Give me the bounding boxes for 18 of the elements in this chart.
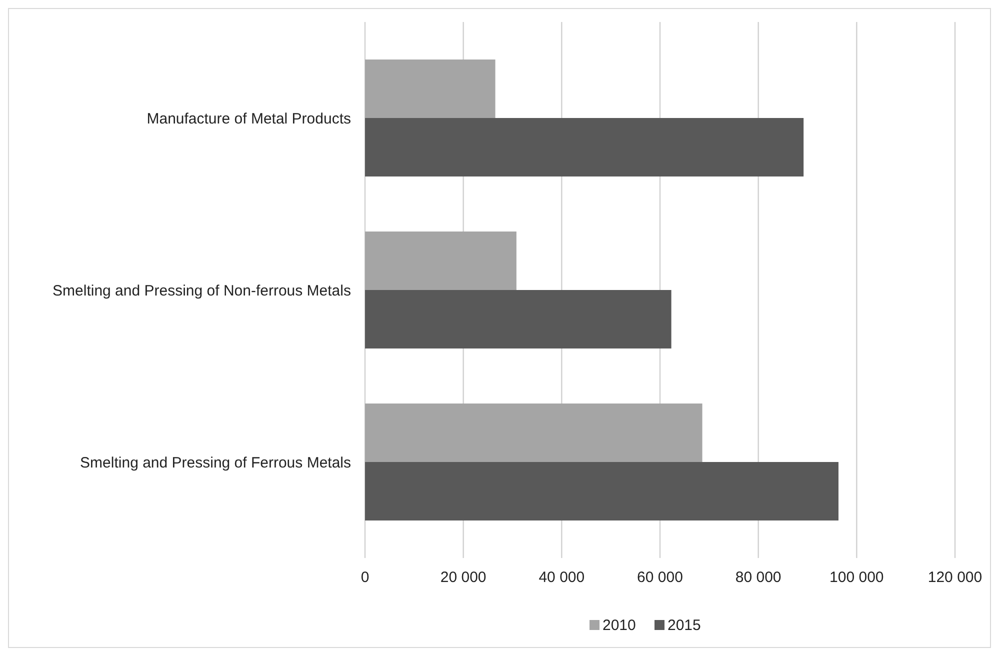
bar [365, 60, 496, 118]
bar [365, 404, 702, 462]
bar [365, 290, 672, 348]
x-tick-label: 100 000 [830, 569, 884, 586]
x-tick-label: 0 [360, 569, 370, 586]
y-tick-label: Smelting and Pressing of Ferrous Metals [80, 454, 351, 472]
legend-label: 2015 [668, 617, 701, 634]
x-tick-label: 60 000 [637, 569, 683, 586]
x-tick-label: 20 000 [440, 569, 486, 586]
legend-label: 2010 [602, 617, 636, 634]
bar [365, 462, 838, 520]
y-tick-label: Smelting and Pressing of Non-ferrous Metals [52, 282, 351, 300]
x-tick-label: 120 000 [928, 569, 982, 586]
y-tick-label: Manufacture of Metal Products [146, 110, 351, 128]
bar [365, 232, 516, 290]
bar [365, 118, 804, 176]
x-tick-label: 80 000 [735, 569, 782, 586]
x-tick-label: 40 000 [538, 569, 585, 586]
